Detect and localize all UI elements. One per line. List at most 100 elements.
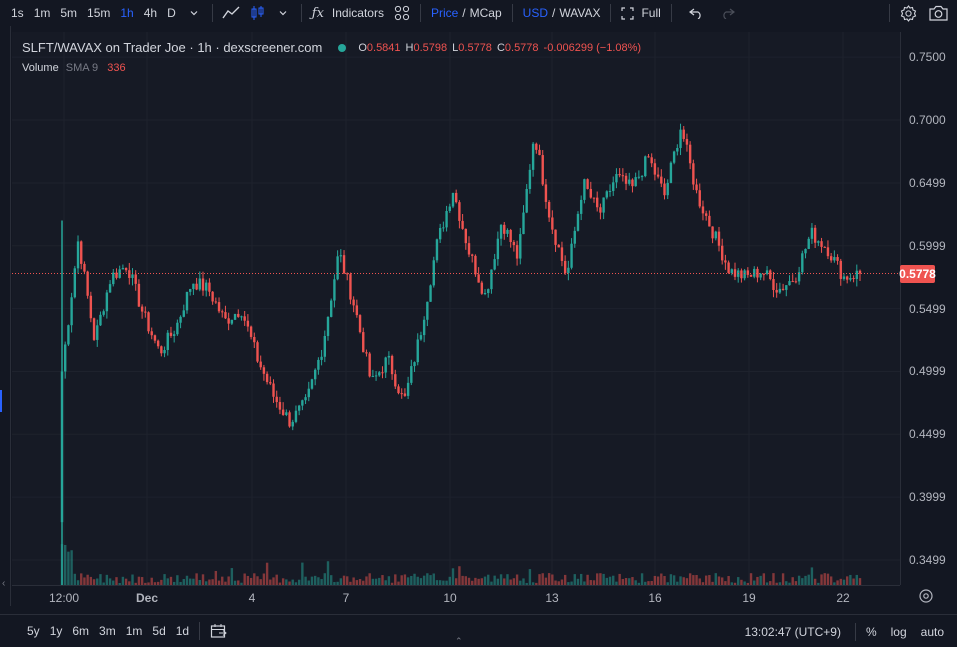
volume-bar [778,582,782,585]
volume-bar [400,575,403,585]
range-1m[interactable]: 1m [125,624,143,638]
candle-body [134,274,137,284]
interval-dropdown-chevron-icon[interactable] [181,0,207,26]
volume-bar [188,578,192,585]
volume-bar [371,578,375,585]
range-6m[interactable]: 6m [72,624,90,638]
volume-legend[interactable]: Volume SMA 9 336 [22,62,126,74]
undo-icon[interactable] [683,0,709,26]
indicators-button[interactable]: ƒx Indicators [307,0,389,26]
candle-body [131,274,134,278]
layouts-grid-icon[interactable] [389,0,415,26]
volume-bar [285,579,288,585]
mcap-option[interactable]: MCap [469,6,502,20]
volume-bar [845,576,849,585]
candle-body [839,260,842,279]
pane-resize-handle-icon[interactable]: ⌃ [455,636,463,646]
candle-body [381,372,384,374]
low-value: 0.5778 [458,41,492,54]
candle-body [781,288,785,290]
chart-canvas[interactable] [12,32,900,585]
line-chart-icon[interactable] [218,0,244,26]
candle-body [797,272,801,282]
candle-body [288,412,291,427]
candle-body [720,245,724,261]
candlestick-icon[interactable] [244,0,270,26]
interval-D[interactable]: D [167,6,176,20]
volume-bar [445,580,448,585]
candle-body [214,301,218,303]
fullscreen-button[interactable]: Full [616,0,665,26]
volume-bar [179,581,182,585]
candle-body [169,332,173,336]
range-5d[interactable]: 5d [152,624,166,638]
collapse-chevron-icon[interactable]: ‹ [2,578,6,589]
range-1y[interactable]: 1y [49,624,63,638]
range-1d[interactable]: 1d [175,624,190,638]
candle-body [256,342,259,362]
candle-body [785,285,788,290]
range-5y[interactable]: 5y [27,624,40,638]
candle-body [567,267,570,274]
interval-1s[interactable]: 1s [11,6,24,20]
candle-body [640,176,644,178]
time-axis-label: 12:00 [48,591,80,605]
volume-bar [429,575,432,585]
volume-bar [477,578,480,585]
quote-currency-toggle[interactable]: USD / WAVAX [518,0,606,26]
candle-body [746,270,750,275]
candle-body [618,174,621,176]
chart-pane[interactable] [12,32,900,585]
interval-1m[interactable]: 1m [33,6,51,20]
volume-value: 336 [107,62,126,74]
candle-body [406,382,410,396]
symbol-title[interactable]: SLFT/WAVAX on Trader Joe · 1h · dexscree… [22,40,323,55]
chart-type-chevron-icon[interactable] [270,0,296,26]
volume-bar [317,577,320,585]
candle-body [788,281,791,286]
volume-bar [551,574,554,585]
auto-scale-toggle[interactable]: auto [920,624,944,639]
price-axis[interactable]: 0.7500 0.7000 0.6499 0.5999 0.5499 0.4999 0.44… [900,32,957,585]
clock-timezone[interactable]: 13:02:47 (UTC+9) [744,624,841,639]
time-axis[interactable]: 12:00 Dec 4 7 10 13 16 19 22 [12,585,900,607]
interval-5m[interactable]: 5m [60,6,78,20]
candle-body [554,229,557,245]
candle-body [432,260,435,286]
price-mcap-toggle[interactable]: Price / MCap [426,0,507,26]
volume-bar [621,578,625,585]
volume-bar [714,573,717,585]
volume-bar [685,578,689,585]
axis-settings-icon[interactable] [918,588,938,606]
interval-4h[interactable]: 4h [143,6,158,20]
usd-option[interactable]: USD [522,6,548,20]
percent-scale-toggle[interactable]: % [865,624,877,639]
bottom-bar: 5y 1y 6m 3m 1m 5d 1d 13:02:47 (UTC+9) % log au… [0,614,957,647]
volume-bar [352,577,355,585]
candle-body [660,176,663,184]
wavax-option[interactable]: WAVAX [559,6,601,20]
range-3m[interactable]: 3m [99,624,116,638]
candle-body [243,316,246,321]
volume-bar [480,578,484,585]
price-option[interactable]: Price [430,6,459,20]
volume-bar [92,579,96,585]
candle-body [115,272,118,278]
candle-body [297,405,301,411]
price-axis-label: 0.4499 [909,427,946,442]
volume-bar [791,577,794,585]
camera-screenshot-icon[interactable] [925,0,951,26]
interval-1h[interactable]: 1h [120,6,134,20]
high-value: 0.5798 [413,41,448,54]
drawing-toolbar-handle[interactable] [0,390,2,412]
candle-body [156,340,160,347]
candle-body [711,226,714,239]
log-scale-toggle[interactable]: log [890,624,907,639]
redo-icon[interactable] [715,0,741,26]
interval-15m[interactable]: 15m [87,6,111,20]
settings-gear-icon[interactable] [895,0,921,26]
candle-body [182,310,185,317]
candle-body [240,316,243,318]
volume-bar [294,582,298,585]
date-range-calendar-icon[interactable] [205,618,231,644]
